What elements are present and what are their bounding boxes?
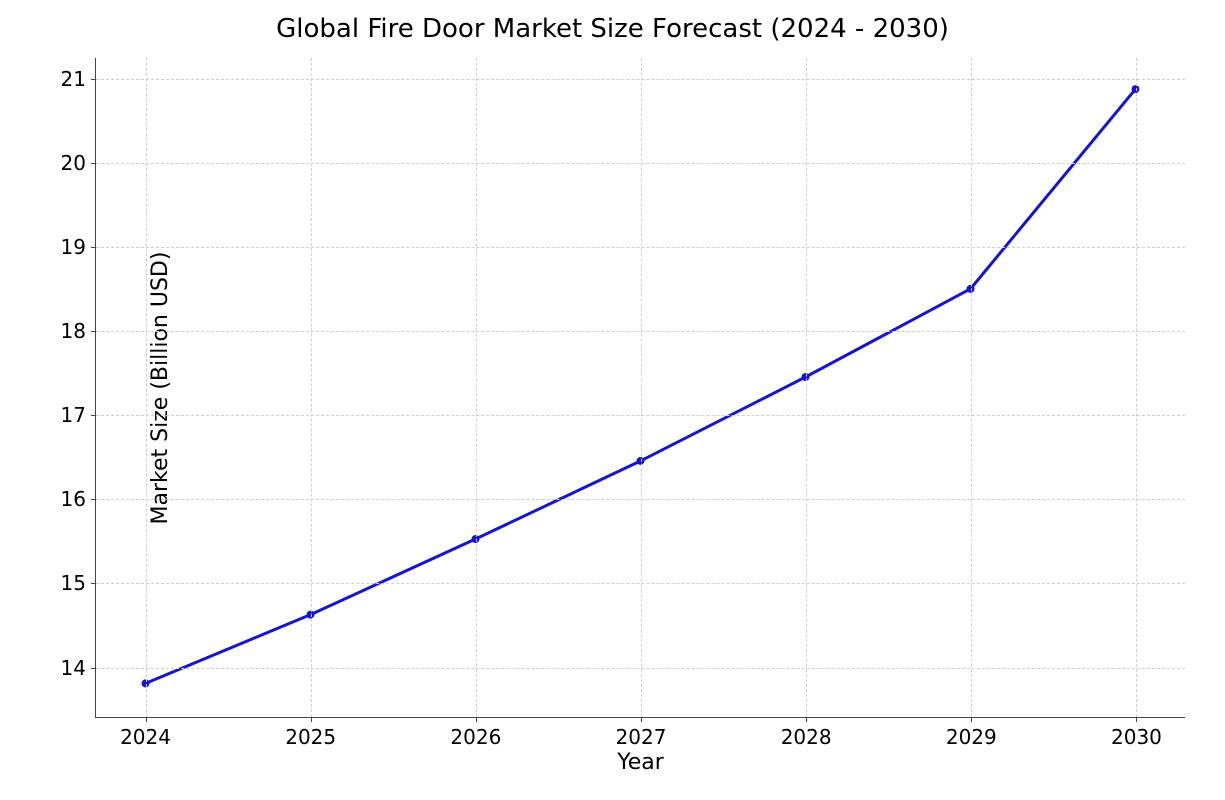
x-tick-mark (311, 717, 312, 722)
x-tick-mark (476, 717, 477, 722)
y-tick-mark (91, 583, 96, 584)
x-tick-mark (971, 717, 972, 722)
y-tick-mark (91, 79, 96, 80)
y-tick-mark (91, 415, 96, 416)
chart-title: Global Fire Door Market Size Forecast (2… (0, 14, 1225, 44)
gridline-vertical (311, 58, 312, 717)
y-tick-mark (91, 499, 96, 500)
y-tick-mark (91, 163, 96, 164)
chart-container: Global Fire Door Market Size Forecast (2… (0, 0, 1225, 800)
plot-area: Year Market Size (Billion USD) 141516171… (95, 58, 1185, 718)
y-axis-label: Market Size (Billion USD) (148, 251, 173, 524)
x-tick-mark (641, 717, 642, 722)
gridline-vertical (1136, 58, 1137, 717)
y-tick-mark (91, 668, 96, 669)
x-tick-mark (1136, 717, 1137, 722)
y-tick-mark (91, 247, 96, 248)
x-axis-label: Year (617, 750, 664, 775)
gridline-vertical (146, 58, 147, 717)
gridline-vertical (641, 58, 642, 717)
y-tick-mark (91, 331, 96, 332)
x-tick-mark (146, 717, 147, 722)
gridline-vertical (476, 58, 477, 717)
x-tick-mark (806, 717, 807, 722)
gridline-vertical (971, 58, 972, 717)
gridline-vertical (806, 58, 807, 717)
